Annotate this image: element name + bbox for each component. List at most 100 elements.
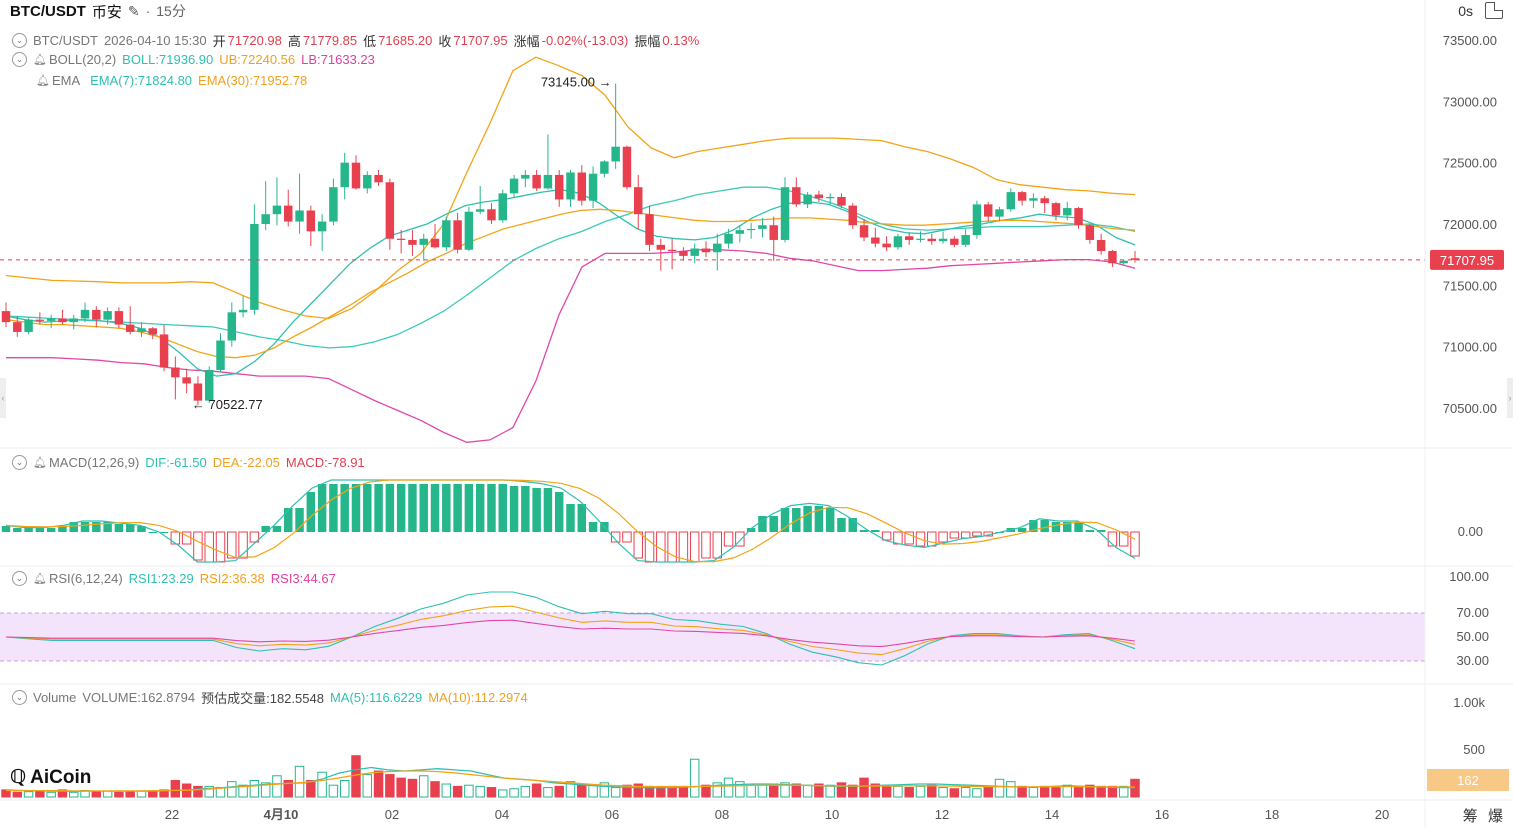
chart-header: BTC/USDT 币安 ✎ · 15分: [10, 2, 186, 21]
bell-icon[interactable]: 🔔︎: [33, 457, 47, 469]
symbol-title[interactable]: BTC/USDT: [10, 2, 86, 20]
ema7-value: EMA(7):71824.80: [90, 73, 193, 88]
macd-histogram-bar: [735, 531, 745, 547]
high-value: 71779.85: [302, 33, 358, 48]
time-tick-label: 18: [1265, 807, 1279, 822]
macd-histogram-bar: [374, 484, 383, 532]
candle-body: [1051, 203, 1061, 216]
macd-histogram-bar: [396, 484, 406, 532]
edit-icon[interactable]: ✎: [127, 2, 140, 19]
volume-bar: [814, 783, 824, 798]
dot-separator: ·: [145, 3, 151, 19]
volume-bar: [317, 771, 327, 798]
candle-body: [453, 220, 462, 250]
macd-histogram-bar: [69, 522, 78, 532]
volume-bar: [385, 774, 395, 798]
candle-body: [92, 309, 101, 320]
rsi3-line: [5, 619, 1136, 648]
macd-histogram-bar: [915, 531, 926, 547]
macd-histogram-bar: [532, 488, 541, 532]
candle-body: [182, 377, 191, 384]
candle-body: [803, 194, 812, 205]
volume-bar: [689, 758, 700, 798]
macd-histogram-bar: [1051, 522, 1061, 532]
candle-body: [250, 224, 259, 310]
volume-axis-label: 1.00k: [1453, 695, 1485, 710]
macd-histogram-bar: [667, 531, 677, 563]
volume-bar: [915, 785, 926, 798]
volume-bar: [283, 779, 293, 798]
bell-icon[interactable]: 🔔︎: [36, 75, 50, 87]
candle-body: [904, 236, 914, 240]
rsi2-value: RSI2:36.38: [199, 571, 265, 586]
candle-body: [950, 238, 959, 245]
boll-lower-line: [6, 249, 1136, 443]
volume-bar: [486, 787, 497, 798]
ema30-value: EMA(30):71952.78: [198, 73, 308, 88]
candle-body: [295, 210, 304, 222]
collapse-chevron-icon[interactable]: ⌄: [12, 571, 27, 586]
candle-body: [859, 225, 869, 238]
candle-body: [216, 340, 225, 370]
macd-histogram-bar: [1029, 520, 1038, 532]
legend-datetime: 2026-04-10 15:30: [104, 33, 207, 48]
candle-body: [588, 173, 598, 201]
candle-body: [656, 244, 666, 250]
volume-bar: [452, 785, 463, 798]
volume-bar: [927, 784, 937, 798]
macd-histogram-bar: [521, 486, 530, 532]
ema-name[interactable]: EMA: [51, 73, 81, 88]
volume-bar: [204, 785, 214, 798]
macd-histogram-bar: [363, 484, 372, 532]
candle-body: [645, 214, 654, 245]
volume-bar: [328, 784, 339, 798]
macd-histogram-bar: [46, 528, 56, 532]
rsi-name[interactable]: RSI(6,12,24): [48, 571, 123, 586]
bell-icon[interactable]: 🔔︎: [33, 54, 47, 66]
legend-pair: BTC/USDT: [33, 33, 98, 48]
macd-histogram-bar: [792, 508, 801, 532]
volume-bar: [1, 789, 11, 798]
bell-icon[interactable]: 🔔︎: [33, 573, 47, 585]
collapse-chevron-icon[interactable]: ⌄: [12, 33, 27, 48]
macd-histogram-bar: [193, 531, 203, 561]
candle-body: [916, 238, 925, 240]
volume-current-label: 162: [1457, 773, 1479, 788]
left-drag-handle[interactable]: ‹: [0, 378, 6, 418]
macd-histogram-bar: [1, 526, 11, 532]
macd-histogram-bar: [249, 531, 260, 543]
macd-histogram-bar: [170, 531, 181, 545]
volume-bar: [656, 785, 666, 798]
volume-bar: [972, 788, 982, 798]
chips-tool[interactable]: 筹: [1462, 808, 1478, 825]
macd-histogram-bar: [1118, 531, 1129, 547]
candle-body: [1119, 260, 1128, 264]
time-tick-label: 08: [715, 807, 729, 822]
timeframe-selector[interactable]: 15分: [156, 3, 186, 19]
change-value: -0.02%(-13.03): [541, 33, 629, 48]
volume-bar: [294, 765, 305, 798]
volume-bar: [531, 783, 542, 798]
macd-histogram-bar: [385, 484, 395, 532]
candle-body: [284, 205, 293, 222]
collapse-chevron-icon[interactable]: ⌄: [12, 690, 27, 705]
macd-histogram-bar: [995, 532, 1004, 533]
volume-bar: [938, 787, 948, 798]
collapse-chevron-icon[interactable]: ⌄: [12, 52, 27, 67]
macd-name[interactable]: MACD(12,26,9): [48, 455, 140, 470]
candle-body: [340, 162, 349, 188]
liquidation-tool[interactable]: 爆: [1487, 808, 1503, 825]
volume-bar: [35, 790, 45, 798]
volume-name[interactable]: Volume: [33, 690, 77, 705]
candle-body: [735, 230, 745, 234]
boll-upper-value: UB:72240.56: [219, 52, 296, 67]
boll-name[interactable]: BOLL(20,2): [48, 52, 117, 67]
layout-icon[interactable]: [1485, 2, 1503, 19]
macd-histogram-bar: [960, 531, 971, 539]
candle-body: [13, 322, 22, 332]
collapse-chevron-icon[interactable]: ⌄: [12, 455, 27, 470]
candle-body: [408, 239, 417, 245]
candle-body: [634, 187, 643, 215]
right-drag-handle[interactable]: ›: [1507, 378, 1513, 418]
candle-body: [103, 311, 112, 320]
